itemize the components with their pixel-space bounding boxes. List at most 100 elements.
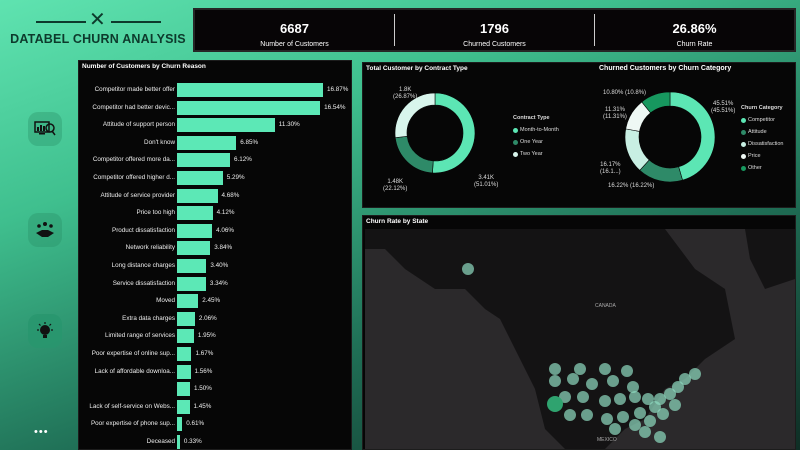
bar-value-label: 2.06% (198, 314, 217, 322)
legend-item[interactable]: Attitude (741, 129, 783, 135)
bar[interactable] (177, 364, 191, 379)
bar-row[interactable]: Moved 2.45% (79, 294, 353, 309)
bar[interactable] (177, 223, 213, 238)
bar[interactable] (177, 100, 321, 115)
bar-row[interactable]: Extra data charges 2.06% (79, 311, 353, 326)
bar-row[interactable]: Price too high 4.12% (79, 206, 353, 221)
bar-row[interactable]: Attitude of service provider 4.68% (79, 188, 353, 203)
state-bubble[interactable] (629, 391, 641, 403)
legend-item[interactable]: One Year (513, 139, 559, 145)
bar[interactable] (177, 259, 207, 273)
churn-rate-map[interactable]: Churn Rate by State CANADA MEXICO (362, 215, 796, 450)
state-bubble[interactable] (649, 401, 661, 413)
state-bubble[interactable] (669, 399, 681, 411)
state-bubble[interactable] (586, 378, 598, 390)
bar-row[interactable]: Don't know 6.85% (79, 135, 353, 150)
bar-row[interactable]: Limited range of services 1.95% (79, 329, 353, 344)
bar[interactable] (177, 83, 323, 97)
state-bubble[interactable] (601, 413, 613, 425)
bar-row[interactable]: Competitor made better offer 16.87% (79, 83, 353, 97)
nav-customer-handshake-icon[interactable] (28, 213, 62, 247)
bar-label: Service dissatisfaction (112, 279, 175, 287)
bar[interactable] (177, 399, 190, 414)
state-bubble[interactable] (577, 391, 589, 403)
bar[interactable] (177, 294, 199, 309)
bar[interactable] (177, 188, 218, 203)
state-bubble[interactable] (634, 407, 646, 419)
bar-row[interactable]: Competitor offered higher d... 5.29% (79, 171, 353, 185)
legend-dot-icon (741, 153, 746, 159)
bar[interactable] (177, 206, 213, 221)
bar-row[interactable]: Competitor offered more da... 6.12% (79, 153, 353, 168)
bar-row[interactable]: Poor expertise of phone sup... 0.61% (79, 417, 353, 432)
nav-insight-lightbulb-icon[interactable] (28, 314, 62, 348)
bar[interactable] (177, 171, 223, 185)
nav-dashboard-analytics-icon[interactable] (28, 112, 62, 146)
state-bubble[interactable] (639, 426, 651, 438)
bar-row[interactable]: Deceased 0.33% (79, 435, 353, 449)
state-bubble[interactable] (679, 373, 691, 385)
state-bubble[interactable] (629, 419, 641, 431)
bar[interactable] (177, 241, 211, 256)
bar[interactable] (177, 435, 180, 449)
state-bubble[interactable] (627, 381, 639, 393)
state-bubble[interactable] (621, 365, 633, 377)
bar-row[interactable]: Attitude of support person 11.30% (79, 118, 353, 133)
bar-row[interactable]: Service dissatisfaction 3.34% (79, 276, 353, 291)
bar-row[interactable]: Network reliability 3.84% (79, 241, 353, 256)
bar-row[interactable]: Lack of affordable downloa... 1.56% (79, 364, 353, 379)
state-bubble[interactable] (617, 411, 629, 423)
state-bubble[interactable] (567, 373, 579, 385)
state-bubble[interactable] (644, 415, 656, 427)
donut-slice-other[interactable] (641, 91, 671, 114)
state-bubble[interactable] (599, 363, 611, 375)
bar[interactable] (177, 311, 195, 326)
bar-row[interactable]: Lack of self-service on Webs... 1.45% (79, 399, 353, 414)
state-bubble[interactable] (614, 393, 626, 405)
legend-item[interactable]: Month-to-Month (513, 127, 559, 133)
state-bubble[interactable] (581, 409, 593, 421)
state-bubble[interactable] (574, 363, 586, 375)
map-canvas[interactable]: CANADA MEXICO (365, 229, 795, 449)
bar[interactable] (177, 135, 237, 150)
bar[interactable] (177, 417, 183, 432)
legend-item[interactable]: Competitor (741, 117, 783, 123)
bar[interactable] (177, 382, 190, 397)
state-bubble[interactable] (564, 409, 576, 421)
state-bubble[interactable] (642, 393, 654, 405)
bar[interactable] (177, 153, 230, 168)
legend-item[interactable]: Dissatisfaction (741, 141, 783, 147)
bar-row[interactable]: 1.50% (79, 382, 353, 397)
state-bubble[interactable] (549, 375, 561, 387)
donut-slice-one-year[interactable] (394, 135, 434, 174)
bar[interactable] (177, 118, 275, 133)
donut-slice-two-year[interactable] (394, 92, 436, 139)
donut-slice-dissatisfaction[interactable] (624, 128, 650, 171)
legend-item[interactable]: Price (741, 153, 783, 159)
bar-row[interactable]: Long distance charges 3.40% (79, 259, 353, 273)
state-bubble[interactable] (609, 423, 621, 435)
state-bubble[interactable] (559, 391, 571, 403)
legend-item[interactable]: Two Year (513, 151, 559, 157)
state-bubble[interactable] (549, 363, 561, 375)
bar-row[interactable]: Poor expertise of online sup... 1.67% (79, 347, 353, 361)
state-bubble[interactable] (672, 381, 684, 393)
chart-title: Number of Customers by Churn Reason (82, 63, 206, 70)
more-options-button[interactable]: ••• (34, 426, 49, 438)
state-bubble-highlight[interactable] (547, 396, 563, 412)
state-bubble[interactable] (654, 431, 666, 443)
state-bubble[interactable] (657, 408, 669, 420)
state-bubble[interactable] (462, 263, 474, 275)
bar[interactable] (177, 347, 192, 361)
legend-item[interactable]: Other (741, 165, 783, 171)
app-title: ✕ DATABEL CHURN ANALYSIS (8, 10, 188, 52)
state-bubble[interactable] (689, 368, 701, 380)
bar-row[interactable]: Product dissatisfaction 4.06% (79, 223, 353, 238)
bar[interactable] (177, 276, 206, 291)
bar[interactable] (177, 329, 194, 344)
donut-slice-month-to-month[interactable] (432, 92, 476, 174)
state-bubble[interactable] (599, 395, 611, 407)
bar-row[interactable]: Competitor had better devic... 16.54% (79, 100, 353, 115)
state-bubble[interactable] (664, 388, 676, 400)
state-bubble[interactable] (607, 375, 619, 387)
